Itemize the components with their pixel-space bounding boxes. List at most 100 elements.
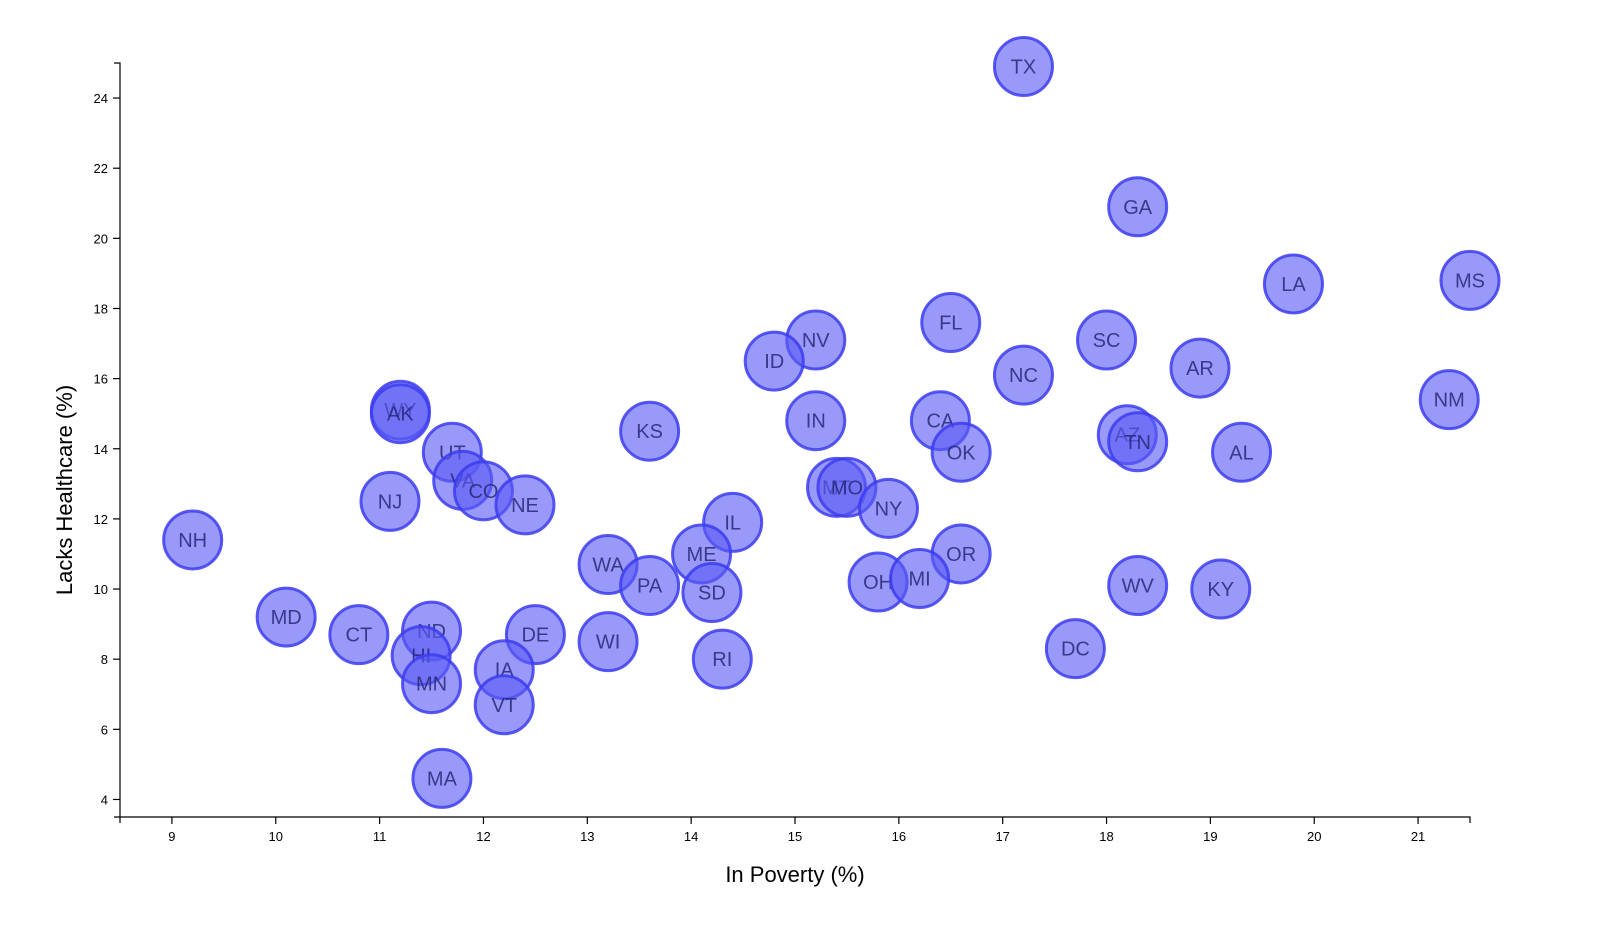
state-marker[interactable] bbox=[1107, 411, 1169, 473]
state-point-ga[interactable]: GA bbox=[1107, 176, 1169, 238]
state-point-fl[interactable]: FL bbox=[920, 292, 982, 354]
state-point-wv[interactable]: WV bbox=[1107, 555, 1169, 617]
state-marker[interactable] bbox=[1211, 421, 1273, 483]
state-label: NV bbox=[802, 330, 830, 352]
x-tick-label: 14 bbox=[684, 829, 698, 844]
state-marker[interactable] bbox=[1044, 618, 1106, 680]
state-marker[interactable] bbox=[328, 604, 390, 666]
state-point-nm[interactable]: NM bbox=[1418, 369, 1480, 431]
y-axis-title: Lacks Healthcare (%) bbox=[52, 385, 77, 595]
state-label: WA bbox=[592, 554, 624, 576]
x-tick-label: 16 bbox=[892, 829, 906, 844]
state-marker[interactable] bbox=[992, 36, 1054, 98]
state-marker[interactable] bbox=[1076, 309, 1138, 371]
state-marker[interactable] bbox=[691, 628, 753, 690]
state-point-nc[interactable]: NC bbox=[992, 344, 1054, 406]
state-label: MD bbox=[271, 607, 302, 629]
y-tick-label: 22 bbox=[94, 161, 108, 176]
state-point-tn[interactable]: TN bbox=[1107, 411, 1169, 473]
state-label: MA bbox=[427, 768, 458, 790]
state-point-id[interactable]: ID bbox=[743, 330, 805, 392]
state-marker[interactable] bbox=[920, 292, 982, 354]
state-marker[interactable] bbox=[930, 421, 992, 483]
axes-layer: 9 10 11 12 13 14 15 16 17 18 19 20 21 4 6 8 10 12 14 16 18 20… bbox=[94, 62, 1471, 844]
state-marker[interactable] bbox=[1107, 555, 1169, 617]
state-point-nh[interactable]: NH bbox=[162, 509, 224, 571]
state-point-ma[interactable]: MA bbox=[411, 747, 473, 809]
state-point-nj[interactable]: NJ bbox=[359, 470, 421, 532]
state-point-ri[interactable]: RI bbox=[691, 628, 753, 690]
state-point-co[interactable]: CO bbox=[452, 460, 514, 522]
state-marker[interactable] bbox=[255, 586, 317, 648]
state-point-pa[interactable]: PA bbox=[619, 555, 681, 617]
state-label: KS bbox=[636, 421, 663, 443]
state-point-la[interactable]: LA bbox=[1262, 253, 1324, 315]
x-tick-label: 21 bbox=[1411, 829, 1425, 844]
state-point-ms[interactable]: MS bbox=[1439, 249, 1501, 311]
state-label: SD bbox=[698, 583, 726, 605]
state-marker[interactable] bbox=[473, 674, 535, 736]
state-point-ct[interactable]: CT bbox=[328, 604, 390, 666]
state-marker[interactable] bbox=[889, 548, 951, 610]
state-point-wi[interactable]: WI bbox=[577, 611, 639, 673]
state-marker[interactable] bbox=[992, 344, 1054, 406]
state-point-ne[interactable]: NE bbox=[494, 474, 556, 536]
state-point-mi[interactable]: MI bbox=[889, 548, 951, 610]
state-point-vt[interactable]: VT bbox=[473, 674, 535, 736]
state-point-in[interactable]: IN bbox=[785, 390, 847, 452]
state-label: SC bbox=[1093, 330, 1121, 352]
state-marker[interactable] bbox=[619, 555, 681, 617]
state-label: IL bbox=[724, 512, 741, 534]
state-marker[interactable] bbox=[785, 390, 847, 452]
state-point-ok[interactable]: OK bbox=[930, 421, 992, 483]
state-marker[interactable] bbox=[1107, 176, 1169, 238]
y-axis-line bbox=[114, 62, 121, 818]
x-axis-title: In Poverty (%) bbox=[725, 862, 864, 887]
state-marker[interactable] bbox=[162, 509, 224, 571]
state-marker[interactable] bbox=[494, 474, 556, 536]
state-point-tx[interactable]: TX bbox=[992, 36, 1054, 98]
x-tick-label: 15 bbox=[788, 829, 802, 844]
state-marker[interactable] bbox=[1169, 337, 1231, 399]
state-label: WV bbox=[1122, 576, 1155, 598]
state-label: GA bbox=[1123, 197, 1153, 219]
state-point-md[interactable]: MD bbox=[255, 586, 317, 648]
state-marker[interactable] bbox=[681, 562, 743, 624]
state-label: PA bbox=[637, 576, 663, 598]
state-marker[interactable] bbox=[1190, 558, 1252, 620]
state-marker[interactable] bbox=[1439, 249, 1501, 311]
state-label: OR bbox=[946, 544, 976, 566]
x-tick-label: 10 bbox=[269, 829, 283, 844]
state-point-dc[interactable]: DC bbox=[1044, 618, 1106, 680]
state-marker[interactable] bbox=[401, 653, 463, 715]
state-marker[interactable] bbox=[411, 747, 473, 809]
state-label: WI bbox=[596, 632, 620, 654]
state-marker[interactable] bbox=[857, 477, 919, 539]
state-marker[interactable] bbox=[1262, 253, 1324, 315]
state-point-ar[interactable]: AR bbox=[1169, 337, 1231, 399]
state-marker[interactable] bbox=[359, 470, 421, 532]
state-point-ak[interactable]: AK bbox=[369, 383, 431, 445]
state-point-ny[interactable]: NY bbox=[857, 477, 919, 539]
state-label: DC bbox=[1061, 639, 1090, 661]
state-marker[interactable] bbox=[619, 400, 681, 462]
state-point-al[interactable]: AL bbox=[1211, 421, 1273, 483]
state-label: NM bbox=[1434, 390, 1465, 412]
state-marker[interactable] bbox=[1418, 369, 1480, 431]
state-point-ks[interactable]: KS bbox=[619, 400, 681, 462]
state-label: CO bbox=[468, 481, 498, 503]
state-label: ID bbox=[764, 351, 784, 373]
state-label: OH bbox=[863, 572, 893, 594]
y-tick-label: 8 bbox=[101, 652, 108, 667]
state-marker[interactable] bbox=[743, 330, 805, 392]
state-point-ky[interactable]: KY bbox=[1190, 558, 1252, 620]
state-marker[interactable] bbox=[577, 611, 639, 673]
state-point-sc[interactable]: SC bbox=[1076, 309, 1138, 371]
state-marker[interactable] bbox=[369, 383, 431, 445]
x-tick-label: 17 bbox=[995, 829, 1009, 844]
state-point-sd[interactable]: SD bbox=[681, 562, 743, 624]
state-point-mn[interactable]: MN bbox=[401, 653, 463, 715]
state-label: TX bbox=[1011, 57, 1037, 79]
